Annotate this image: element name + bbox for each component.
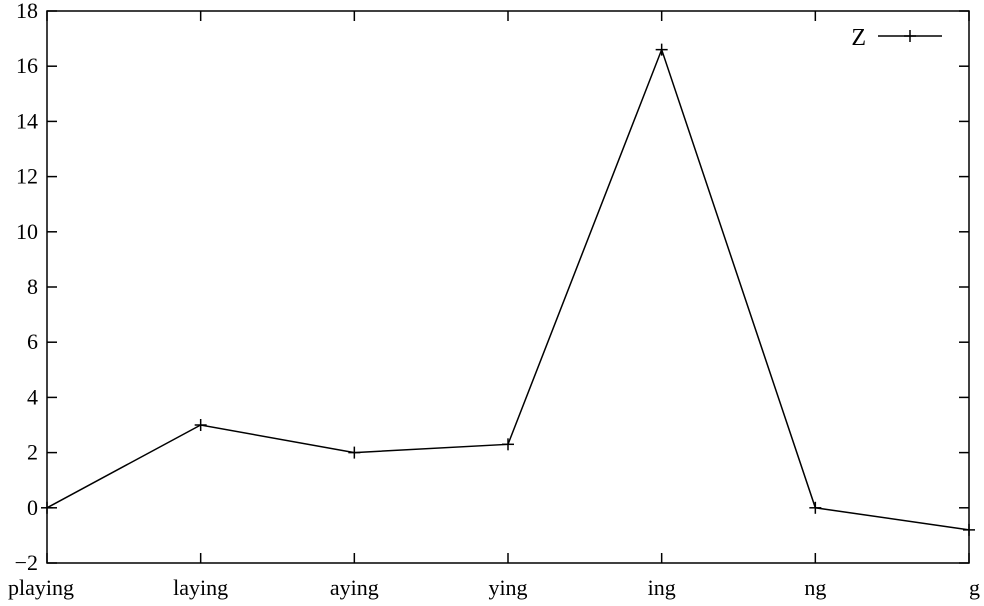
data-point-marker	[809, 501, 822, 514]
y-tick-label: 8	[27, 274, 38, 299]
x-tick-label: ying	[488, 575, 527, 600]
x-tick-label: aying	[330, 575, 379, 600]
y-tick-label: 14	[16, 108, 38, 133]
x-tick-label: g	[969, 575, 980, 600]
legend: Z	[851, 25, 942, 51]
data-point-marker	[655, 43, 668, 56]
data-point-marker	[194, 419, 207, 431]
series-line	[46, 47, 970, 531]
y-tick-label: 4	[27, 384, 38, 409]
data-point-marker	[41, 501, 53, 514]
y-axis: −2 0 2 4 6 8 10 12 14 16 18	[15, 0, 969, 575]
y-tick-label: 10	[16, 219, 38, 244]
legend-label-z: Z	[851, 25, 866, 51]
x-tick-label: ing	[648, 575, 676, 600]
data-point-marker	[963, 523, 975, 536]
data-point-marker	[502, 438, 514, 451]
y-tick-label: 6	[27, 329, 38, 354]
x-tick-label: playing	[8, 575, 74, 600]
data-point-marker	[348, 446, 361, 459]
x-tick-label: laying	[173, 575, 228, 600]
series-layer	[41, 43, 975, 536]
y-tick-label: 0	[27, 495, 38, 520]
x-tick-label: ng	[804, 575, 826, 600]
y-tick-label: 18	[16, 0, 38, 23]
legend-marker-z	[904, 30, 916, 42]
y-tick-label: 12	[16, 164, 38, 189]
y-tick-label: 2	[27, 440, 38, 465]
y-tick-label: −2	[15, 550, 38, 575]
plot-frame	[46, 10, 970, 564]
x-axis: playing laying aying ying ing ng g	[8, 11, 980, 600]
y-tick-label: 16	[16, 53, 38, 78]
